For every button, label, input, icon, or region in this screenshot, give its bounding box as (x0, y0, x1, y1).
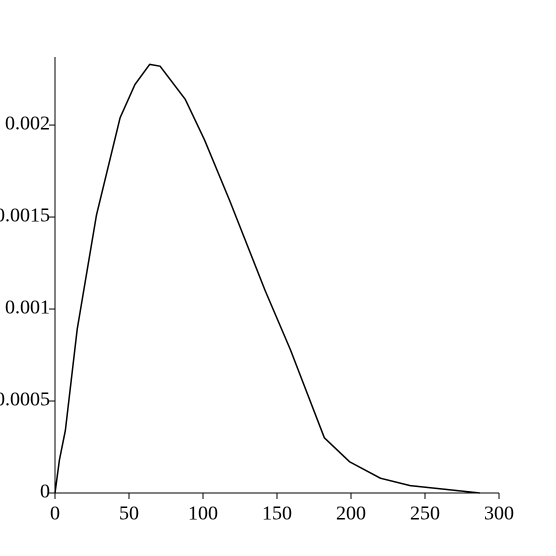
y-tick-label: 0.0015 (0, 205, 50, 227)
y-tick-label: 0.001 (5, 297, 50, 319)
y-tick-label: 0.0005 (0, 389, 50, 411)
y-tick-label: 0.002 (5, 113, 50, 135)
x-tick-label: 150 (262, 503, 292, 525)
x-tick-label: 0 (50, 503, 60, 525)
line (54, 63, 480, 494)
x-tick-label: 100 (188, 503, 218, 525)
y-tick-label: 0 (40, 481, 50, 503)
x-tick-label: 50 (119, 503, 139, 525)
x-tick-label: 200 (336, 503, 366, 525)
x-tick-label: 300 (484, 503, 514, 525)
x-tick-label: 250 (410, 503, 440, 525)
